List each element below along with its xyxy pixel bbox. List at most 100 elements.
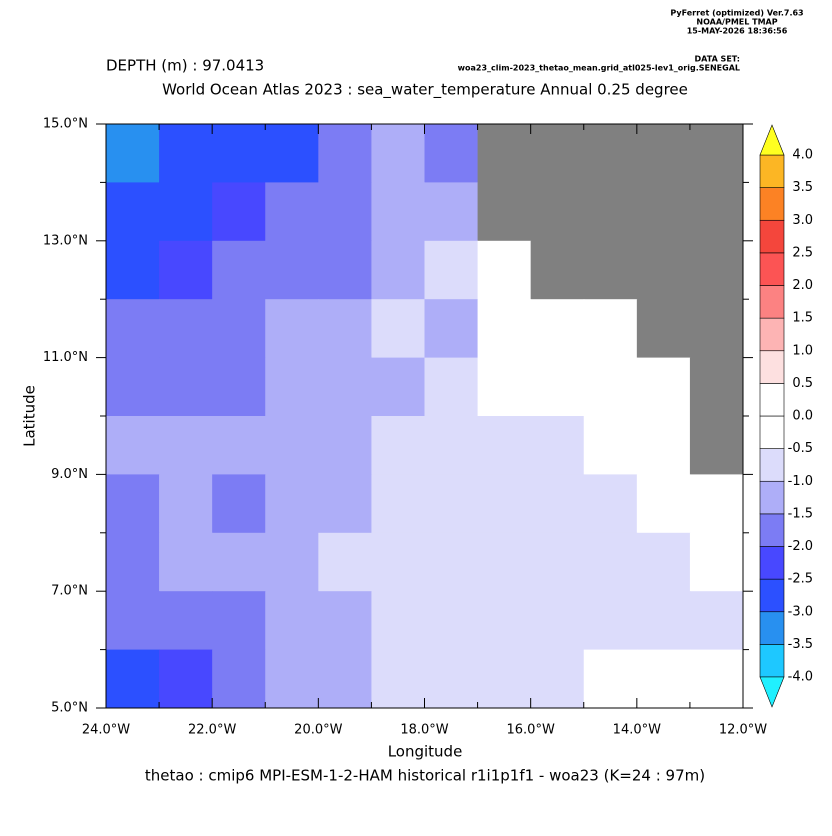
cell: [424, 416, 479, 475]
colorbar-box: [759, 513, 785, 547]
land: [636, 240, 691, 300]
x-tick-label: 18.0°W: [400, 723, 448, 738]
colorbar-box: [759, 480, 785, 515]
cell: [212, 474, 266, 534]
cell: [106, 649, 160, 709]
cell: [212, 591, 266, 651]
cell: [106, 240, 160, 300]
cell: [212, 357, 266, 417]
cell: [106, 299, 160, 359]
land: [530, 240, 585, 300]
cell: [106, 591, 160, 651]
cell: [318, 474, 372, 534]
cell: [159, 416, 213, 475]
land: [530, 182, 585, 242]
cell: [583, 591, 638, 651]
x-axis-label: Longitude: [388, 743, 463, 761]
header-line: 15-MAY-2026 18:36:56: [687, 27, 788, 36]
colorbar-label: -1.0: [788, 474, 813, 489]
colorbar-over: [759, 124, 785, 156]
colorbar-label: 3.5: [792, 180, 813, 195]
cell: [583, 532, 638, 592]
x-tick-label: 24.0°W: [82, 723, 130, 738]
colorbar-box: [759, 546, 785, 580]
cell: [424, 474, 479, 534]
y-tick-label: 7.0°N: [51, 584, 88, 599]
land: [689, 124, 744, 183]
cell: [318, 591, 372, 651]
cell: [424, 591, 479, 651]
cell: [318, 299, 372, 359]
colorbar-label: 3.0: [792, 213, 813, 228]
land: [689, 357, 744, 417]
cell: [212, 532, 266, 592]
colorbar-box: [759, 415, 785, 449]
land: [477, 182, 532, 242]
cell: [424, 357, 479, 417]
cell: [318, 124, 372, 183]
cell: [159, 532, 213, 592]
colorbar-box: [759, 317, 785, 352]
cell: [318, 532, 372, 592]
cell: [689, 474, 744, 534]
cell: [371, 357, 425, 417]
colorbar-box: [759, 219, 785, 254]
cell: [424, 532, 479, 592]
cell: [371, 124, 425, 183]
cell: [636, 357, 691, 417]
colorbar-label: -1.5: [788, 506, 813, 521]
land: [583, 182, 638, 242]
colorbar-box: [759, 350, 785, 384]
cell: [530, 416, 585, 475]
cell: [371, 532, 425, 592]
land: [689, 299, 744, 359]
cell: [689, 649, 744, 709]
colorbar-box: [759, 252, 785, 286]
colorbar-label: -3.5: [788, 637, 813, 652]
colorbar-under: [759, 676, 785, 708]
cell: [318, 240, 372, 300]
cell: [583, 474, 638, 534]
colorbar-label: -2.5: [788, 572, 813, 587]
cell: [530, 299, 585, 359]
cell: [106, 416, 160, 475]
cell: [106, 124, 160, 183]
cell: [424, 182, 479, 242]
cell: [583, 357, 638, 417]
cell: [530, 357, 585, 417]
footer: thetao : cmip6 MPI-ESM-1-2-HAM historica…: [145, 767, 705, 785]
cell: [636, 474, 691, 534]
cell: [265, 124, 319, 183]
cell: [265, 182, 319, 242]
land: [583, 124, 638, 183]
land: [689, 182, 744, 242]
cell: [318, 182, 372, 242]
cell: [636, 649, 691, 709]
cell: [212, 416, 266, 475]
cell: [477, 474, 532, 534]
y-tick-label: 9.0°N: [51, 467, 88, 482]
dataset: woa23_clim-2023_thetao_mean.grid_atl025-…: [458, 64, 740, 73]
land: [636, 182, 691, 242]
cell: [689, 591, 744, 651]
land: [689, 240, 744, 300]
colorbar-label: 4.0: [792, 148, 813, 163]
cell: [265, 240, 319, 300]
colorbar-box: [759, 644, 785, 678]
colorbar-box: [759, 154, 785, 188]
land: [689, 416, 744, 475]
header-line: NOAA/PMEL TMAP: [696, 18, 777, 27]
land: [530, 124, 585, 183]
cell: [530, 532, 585, 592]
x-tick-label: 12.0°W: [719, 723, 767, 738]
cell: [371, 240, 425, 300]
cell: [212, 299, 266, 359]
colorbar-box: [759, 285, 785, 319]
y-tick-label: 15.0°N: [43, 117, 88, 132]
colorbar-box: [759, 187, 785, 221]
cell: [530, 591, 585, 651]
land: [636, 299, 691, 359]
cell: [424, 299, 479, 359]
cell: [159, 591, 213, 651]
cell: [530, 474, 585, 534]
